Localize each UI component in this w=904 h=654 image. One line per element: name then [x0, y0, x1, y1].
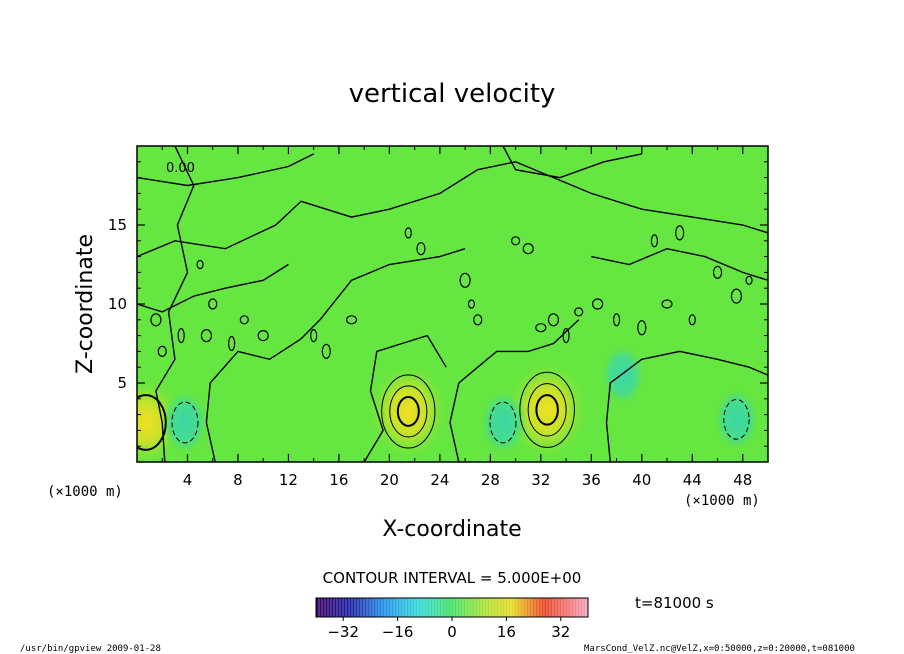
- time-label: t=81000 s: [635, 594, 714, 612]
- cell-contour: [661, 299, 673, 309]
- cell-contour: [510, 236, 521, 246]
- downdraft-shading: [600, 343, 646, 407]
- y-tick-label: 15: [108, 216, 127, 234]
- cell-contour: [535, 323, 547, 333]
- cell-contour: [467, 299, 476, 309]
- chart-title: vertical velocity: [349, 79, 556, 109]
- x-tick-label: 40: [632, 471, 651, 489]
- zero-contour: [205, 248, 466, 462]
- zero-contour: [363, 334, 447, 462]
- cell-contour: [200, 329, 213, 343]
- x-tick-label: 4: [183, 471, 193, 489]
- cell-contour: [321, 343, 331, 359]
- updraft-contour: [535, 394, 559, 426]
- colorbar-tick-label: 0: [447, 623, 457, 641]
- cell-contour: [574, 307, 584, 317]
- updraft-contour: [396, 396, 420, 427]
- x-tick-label: 28: [481, 471, 500, 489]
- zero-contour: [502, 146, 642, 179]
- updraft-contour: [137, 394, 167, 451]
- downdraft-contour: [171, 401, 199, 444]
- colorbar: −32 −16 0 16 32: [315, 597, 589, 641]
- downdraft-shading: [713, 386, 760, 452]
- cell-contour: [637, 320, 647, 336]
- cell-contour: [745, 275, 753, 285]
- colorbar-tick-label: 16: [497, 623, 516, 641]
- cell-contour: [473, 314, 483, 326]
- downdraft-shading: [160, 389, 209, 456]
- colorbar-tick-label: −16: [382, 623, 414, 641]
- cell-contour: [208, 298, 218, 310]
- cell-contour: [592, 298, 604, 310]
- zero-contour: [137, 161, 768, 258]
- cell-contour: [730, 288, 743, 304]
- colorbar-tick-label: −32: [327, 623, 359, 641]
- updraft-shading: [505, 358, 590, 461]
- footer-right: MarsCond_VelZ.nc@VelZ,x=0:50000,z=0:2000…: [584, 644, 855, 654]
- x-unit-left: (×1000 m): [47, 484, 123, 500]
- x-tick-label: 36: [582, 471, 601, 489]
- zero-contour: [137, 263, 289, 313]
- cell-contour: [562, 328, 570, 344]
- updraft-contour: [527, 383, 567, 437]
- heatmap-field: [137, 146, 768, 462]
- y-tick-label: 5: [117, 374, 127, 392]
- zero-contour: [155, 146, 195, 462]
- contour-zero-label: 0.00: [166, 161, 195, 176]
- x-axis-label: X-coordinate: [382, 517, 521, 542]
- zero-contour: [605, 350, 768, 462]
- contour-interval-label: CONTOUR INTERVAL = 5.000E+00: [323, 569, 582, 587]
- x-tick-label: 8: [233, 471, 243, 489]
- cell-contour: [157, 345, 167, 357]
- downdraft-shading: [479, 389, 527, 456]
- cell-contour: [150, 313, 162, 327]
- cell-contour: [522, 243, 534, 255]
- cell-contour: [310, 329, 318, 343]
- x-tick-label: 32: [531, 471, 550, 489]
- cell-contour: [688, 314, 696, 326]
- y-axis: 5 10 15: [108, 161, 768, 447]
- x-tick-label: 44: [683, 471, 702, 489]
- updraft-shading: [367, 361, 450, 462]
- downdraft-contour: [489, 401, 517, 444]
- cell-contour: [650, 234, 659, 248]
- downdraft-contour: [723, 398, 750, 440]
- updraft-contour: [519, 371, 575, 448]
- y-tick-label: 10: [108, 295, 127, 313]
- cell-contour: [675, 225, 685, 241]
- cell-contour: [404, 227, 412, 239]
- cell-contour: [459, 272, 471, 288]
- x-tick-label: 48: [733, 471, 752, 489]
- x-axis: 4 8 12 16 20 24 28 32 36 40 44 48: [161, 146, 752, 489]
- cell-contour: [257, 330, 269, 342]
- updraft-contour: [389, 385, 428, 438]
- cell-contour: [239, 315, 249, 325]
- x-tick-label: 24: [430, 471, 449, 489]
- footer-left: /usr/bin/gpview 2009-01-28: [20, 644, 161, 654]
- cell-contour: [712, 265, 723, 279]
- zero-contour: [137, 153, 315, 187]
- x-tick-label: 12: [279, 471, 298, 489]
- x-tick-label: 16: [329, 471, 348, 489]
- updraft-contour: [381, 374, 436, 449]
- cell-contour: [345, 315, 358, 325]
- cell-contour: [196, 259, 204, 270]
- cell-contour: [416, 242, 426, 256]
- cell-contour: [612, 313, 621, 327]
- colorbar-tick-label: 32: [551, 623, 570, 641]
- cell-contour: [177, 328, 185, 344]
- cell-contour: [228, 335, 236, 352]
- x-unit-right: (×1000 m): [684, 493, 760, 509]
- zero-contour: [449, 319, 580, 462]
- y-axis-label: Z-coordinate: [73, 234, 98, 374]
- zero-contour: [591, 247, 768, 281]
- x-tick-label: 20: [380, 471, 399, 489]
- cell-contour: [547, 313, 560, 327]
